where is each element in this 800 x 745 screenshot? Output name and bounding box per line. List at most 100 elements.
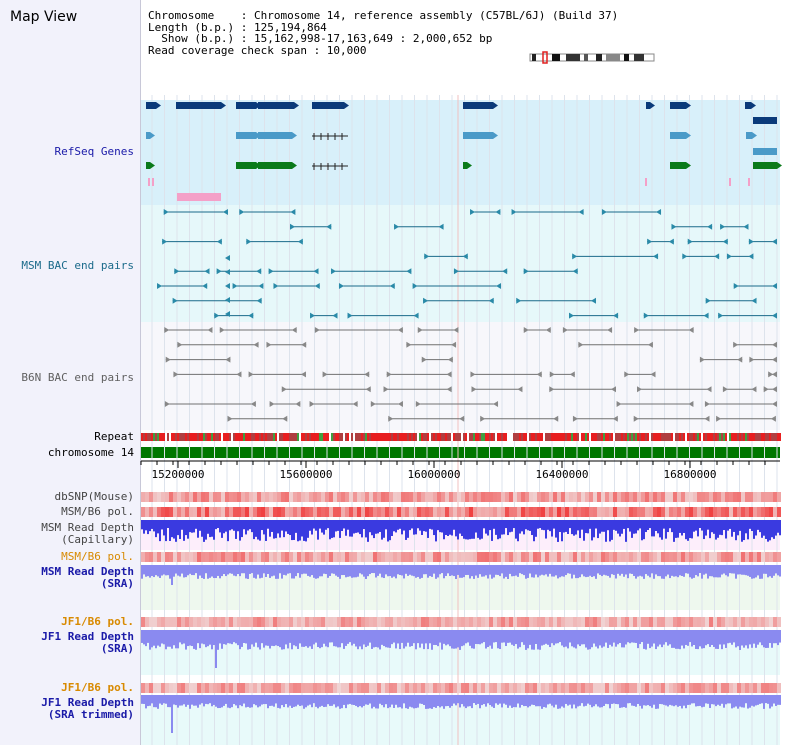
depth-bar xyxy=(471,520,473,539)
pol-cell xyxy=(221,552,225,562)
depth-bar xyxy=(611,695,613,704)
pol-cell xyxy=(677,683,681,693)
depth-bar xyxy=(265,520,267,541)
depth-bar xyxy=(717,630,719,649)
pol-cell xyxy=(753,617,757,627)
pol-cell xyxy=(181,617,185,627)
depth-bar xyxy=(493,565,495,578)
depth-bar xyxy=(409,520,411,531)
bac-end xyxy=(163,209,169,215)
depth-bar xyxy=(657,695,659,709)
depth-bar xyxy=(669,520,671,529)
pol-cell xyxy=(633,552,637,562)
depth-bar xyxy=(373,565,375,574)
repeat-segment xyxy=(273,433,275,441)
track-label-refseq-genes[interactable]: RefSeq Genes xyxy=(54,145,134,158)
bac-end xyxy=(770,415,776,422)
bac-end xyxy=(394,223,400,230)
repeat-segment xyxy=(195,433,197,441)
bac-end xyxy=(462,253,468,260)
pol-cell xyxy=(357,617,361,627)
pol-cell xyxy=(437,683,441,693)
depth-bar xyxy=(269,520,271,537)
depth-bar xyxy=(559,565,561,578)
depth-bar xyxy=(733,630,735,643)
pol-cell xyxy=(229,492,233,502)
depth-bar xyxy=(579,565,581,578)
repeat-segment xyxy=(645,433,647,441)
depth-bar xyxy=(699,695,701,706)
depth-bar xyxy=(377,565,379,576)
depth-bar xyxy=(579,520,581,539)
depth-bar xyxy=(185,695,187,707)
pol-cell xyxy=(553,617,557,627)
depth-bar xyxy=(509,565,511,574)
depth-bar xyxy=(537,695,539,707)
pol-cell xyxy=(325,617,329,627)
pol-cell xyxy=(469,617,473,627)
depth-bar xyxy=(181,630,183,645)
pol-cell xyxy=(169,492,173,502)
depth-bar xyxy=(309,520,311,531)
depth-bar xyxy=(403,695,405,704)
bac-end xyxy=(331,268,337,275)
depth-bar xyxy=(563,630,565,648)
repeat-segment xyxy=(323,433,325,441)
gene-arrow xyxy=(156,102,161,109)
repeat-segment xyxy=(575,433,577,441)
pol-cell xyxy=(393,507,397,517)
depth-bar xyxy=(351,630,353,646)
repeat-segment xyxy=(771,433,773,441)
repeat-segment xyxy=(247,433,249,441)
pol-cell xyxy=(441,552,445,562)
pol-cell xyxy=(753,492,757,502)
track-label-msm-bac[interactable]: MSM BAC end pairs xyxy=(21,259,134,272)
repeat-segment xyxy=(655,433,657,441)
repeat-segment xyxy=(597,433,599,441)
depth-bar xyxy=(515,695,517,708)
pol-cell xyxy=(581,507,585,517)
repeat-segment xyxy=(435,433,437,441)
gene-exon xyxy=(146,162,150,169)
track-label-jf1-depth-trim: JF1 Read Depth (SRA trimmed) xyxy=(0,697,134,721)
pol-cell xyxy=(205,552,209,562)
pol-cell xyxy=(765,683,769,693)
depth-bar xyxy=(263,565,265,574)
pol-cell xyxy=(301,507,305,517)
depth-bar xyxy=(673,520,675,542)
bac-end xyxy=(733,341,739,348)
pol-cell xyxy=(761,617,765,627)
depth-bar xyxy=(597,695,599,707)
track-label-b6n-bac[interactable]: B6N BAC end pairs xyxy=(21,371,134,384)
pol-cell xyxy=(197,617,201,627)
depth-bar xyxy=(251,630,253,645)
repeat-segment xyxy=(715,433,717,441)
depth-bar xyxy=(267,630,269,646)
repeat-segment xyxy=(743,433,745,441)
depth-bar xyxy=(385,630,387,648)
refseq-genes xyxy=(146,102,782,201)
pol-cell xyxy=(589,507,593,517)
depth-bar xyxy=(693,565,695,578)
depth-bar xyxy=(759,695,761,704)
repeat-segment xyxy=(207,433,209,441)
depth-bar xyxy=(637,630,639,649)
depth-bar xyxy=(467,565,469,575)
depth-bar xyxy=(251,520,253,533)
depth-bar xyxy=(631,695,633,706)
pol-cell xyxy=(157,617,161,627)
depth-bar xyxy=(433,520,435,536)
pol-cell xyxy=(401,683,405,693)
pol-cell xyxy=(169,683,173,693)
repeat-segment xyxy=(543,433,545,441)
depth-bar xyxy=(451,695,453,706)
depth-bar xyxy=(385,565,387,575)
depth-bar xyxy=(569,630,571,643)
bac-end xyxy=(250,401,256,407)
pol-cell xyxy=(449,492,453,502)
depth-bar xyxy=(651,565,653,574)
depth-bar xyxy=(209,630,211,645)
pol-cell xyxy=(429,507,433,517)
repeat-segment xyxy=(329,433,331,441)
